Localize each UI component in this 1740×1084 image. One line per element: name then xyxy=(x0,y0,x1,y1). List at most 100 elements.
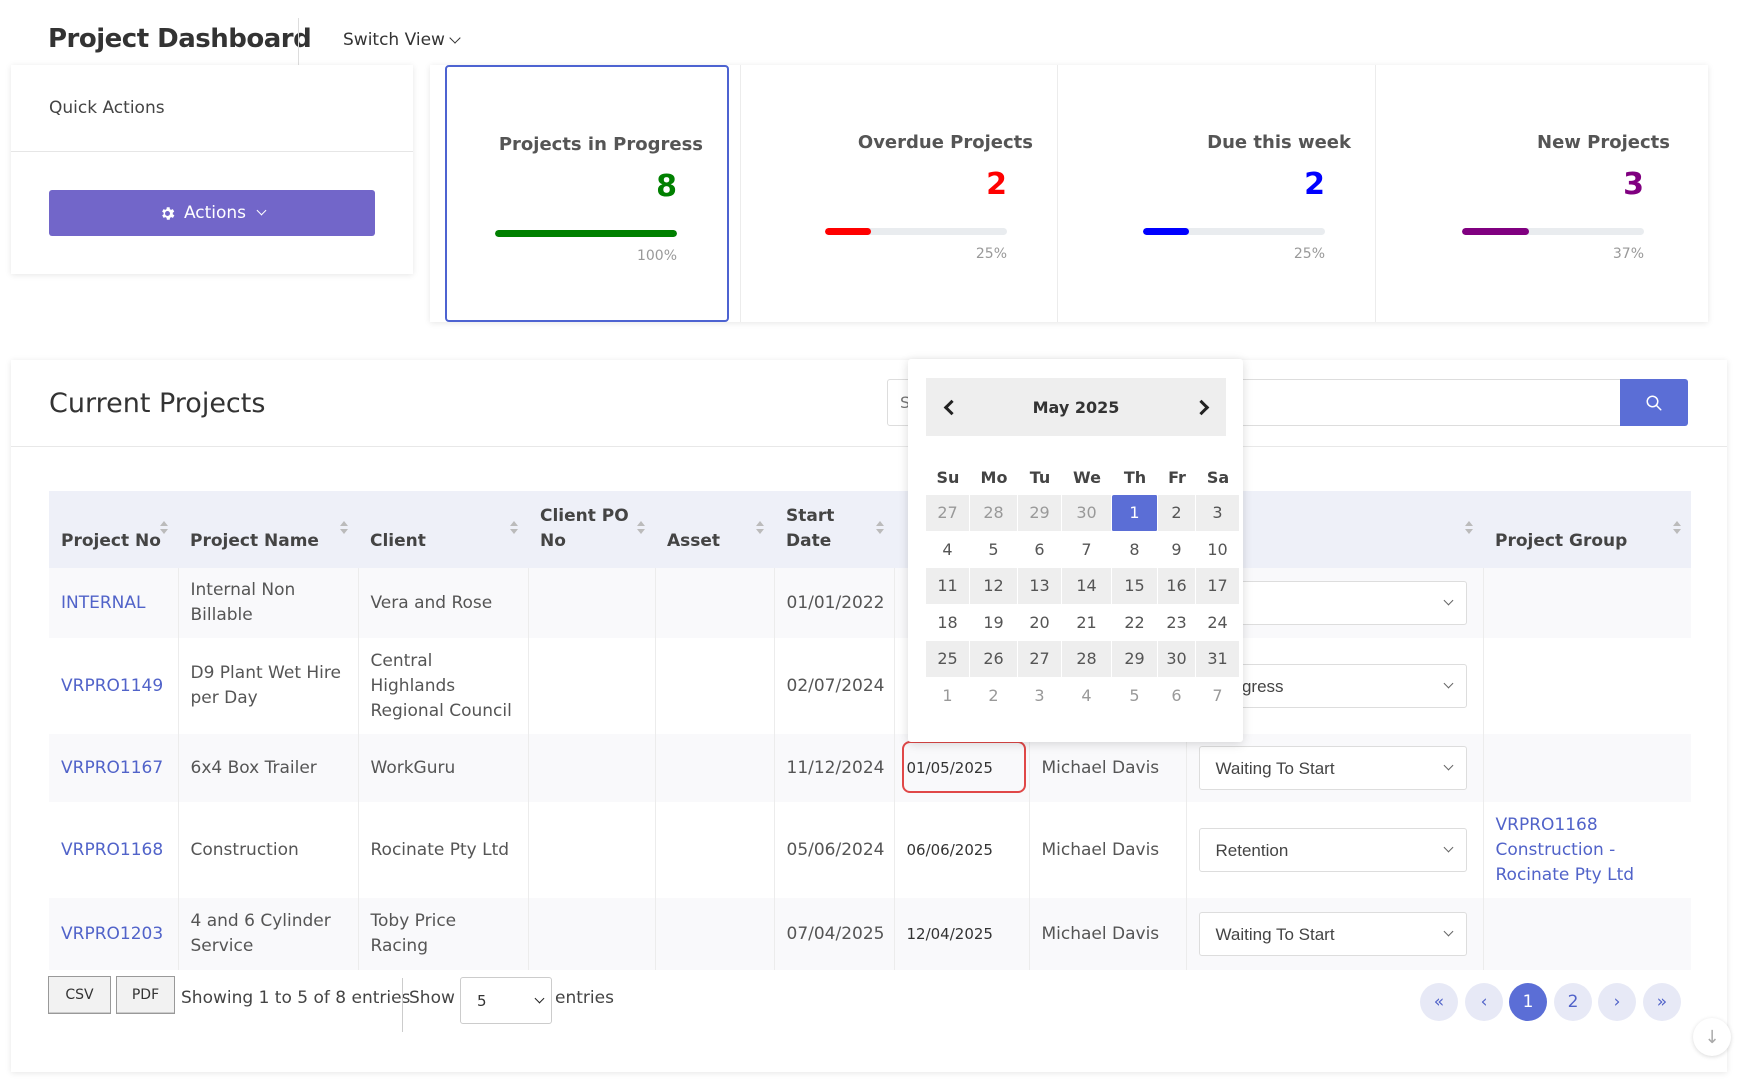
column-header-project-name[interactable]: Project Name xyxy=(178,491,358,568)
header-divider xyxy=(298,18,299,66)
stat-card-projects-in-progress[interactable]: Projects in Progress 8 100% xyxy=(445,65,729,322)
datepicker-day[interactable]: 1 xyxy=(1112,495,1158,532)
project-group-link[interactable]: VRPRO1168 Construction - Rocinate Pty Lt… xyxy=(1495,814,1635,885)
datepicker-day[interactable]: 7 xyxy=(1062,531,1112,568)
datepicker-day[interactable]: 20 xyxy=(1018,604,1062,641)
datepicker-weekday: Tu xyxy=(1029,468,1051,487)
datepicker-day[interactable]: 11 xyxy=(926,568,970,605)
status-select-value: Waiting To Start xyxy=(1215,924,1335,944)
project-no-link[interactable]: VRPRO1168 xyxy=(61,839,164,860)
datepicker-day[interactable]: 2 xyxy=(970,677,1018,714)
project-no-link[interactable]: VRPRO1203 xyxy=(61,923,164,944)
chevron-down-icon xyxy=(256,205,267,216)
datepicker-day[interactable]: 27 xyxy=(926,495,970,532)
column-header-project-group[interactable]: Project Group xyxy=(1483,491,1691,568)
datepicker-day[interactable]: 17 xyxy=(1196,568,1240,605)
datepicker-day[interactable]: 10 xyxy=(1196,531,1240,568)
scroll-down-button[interactable]: ↓ xyxy=(1693,1018,1731,1056)
datepicker-prev-button[interactable] xyxy=(926,378,970,436)
datepicker-day[interactable]: 31 xyxy=(1196,641,1240,678)
table-row: VRPRO1149 D9 Plant Wet Hire per Day Cent… xyxy=(49,638,1691,734)
stats-panel: Projects in Progress 8 100% Overdue Proj… xyxy=(430,65,1708,322)
actions-button[interactable]: Actions xyxy=(49,190,375,236)
datepicker-day[interactable]: 18 xyxy=(926,604,970,641)
datepicker-day[interactable]: 24 xyxy=(1196,604,1240,641)
page-size-select[interactable]: 5 xyxy=(460,977,552,1024)
datepicker-weekday: Th xyxy=(1123,468,1147,487)
status-select[interactable]: Progress xyxy=(1198,664,1467,708)
csv-button[interactable]: CSV xyxy=(48,976,111,1014)
datepicker-day[interactable]: 19 xyxy=(970,604,1018,641)
datepicker-day[interactable]: 5 xyxy=(1112,677,1158,714)
column-header-client-po-no[interactable]: Client PO No xyxy=(528,491,655,568)
stat-value: 3 xyxy=(1623,167,1644,202)
datepicker-day[interactable]: 3 xyxy=(1018,677,1062,714)
due-date-cell[interactable]: 06/06/2025 xyxy=(893,802,1029,898)
page-2-button[interactable]: 2 xyxy=(1554,983,1592,1021)
datepicker-day[interactable]: 22 xyxy=(1112,604,1158,641)
next-page-button[interactable]: › xyxy=(1598,983,1636,1021)
datepicker-day[interactable]: 13 xyxy=(1018,568,1062,605)
column-header-client[interactable]: Client xyxy=(358,491,528,568)
switch-view-dropdown[interactable]: Switch View xyxy=(343,30,461,50)
status-select[interactable]: Waiting To Start xyxy=(1198,746,1467,790)
page-1-button[interactable]: 1 xyxy=(1509,983,1547,1021)
first-page-button[interactable]: « xyxy=(1420,983,1458,1021)
datepicker-day[interactable]: 23 xyxy=(1158,604,1196,641)
prev-page-button[interactable]: ‹ xyxy=(1465,983,1503,1021)
project-no-link[interactable]: VRPRO1149 xyxy=(61,675,164,696)
datepicker-day[interactable]: 30 xyxy=(1062,495,1112,532)
due-date-cell[interactable]: 12/04/2025 xyxy=(893,898,1029,970)
datepicker-day[interactable]: 9 xyxy=(1158,531,1196,568)
status-select-value: Retention xyxy=(1215,840,1289,860)
datepicker-day[interactable]: 28 xyxy=(1062,641,1112,678)
datepicker-day[interactable]: 30 xyxy=(1158,641,1196,678)
pdf-button[interactable]: PDF xyxy=(116,976,175,1014)
stat-card-overdue-projects[interactable]: Overdue Projects 2 25% xyxy=(741,65,1057,322)
stat-card-new-projects[interactable]: New Projects 3 37% xyxy=(1376,65,1694,322)
datepicker-title[interactable]: May 2025 xyxy=(1032,397,1120,417)
datepicker-day[interactable]: 15 xyxy=(1112,568,1158,605)
datepicker-day[interactable]: 4 xyxy=(926,531,970,568)
project-no-link[interactable]: VRPRO1167 xyxy=(61,757,164,778)
column-header-asset[interactable]: Asset xyxy=(655,491,774,568)
datepicker-day[interactable]: 1 xyxy=(926,677,970,714)
entries-label: entries xyxy=(555,988,614,1008)
datepicker-day[interactable]: 27 xyxy=(1018,641,1062,678)
search-button[interactable] xyxy=(1620,379,1688,426)
switch-view-label: Switch View xyxy=(343,30,445,50)
stat-card-due-this-week[interactable]: Due this week 2 25% xyxy=(1058,65,1375,322)
datepicker-day[interactable]: 3 xyxy=(1196,495,1240,532)
datepicker-day[interactable]: 7 xyxy=(1196,677,1240,714)
datepicker-day[interactable]: 8 xyxy=(1112,531,1158,568)
datepicker-day[interactable]: 6 xyxy=(1018,531,1062,568)
datepicker-day[interactable]: 29 xyxy=(1018,495,1062,532)
datepicker-day[interactable]: 6 xyxy=(1158,677,1196,714)
datepicker-day[interactable]: 16 xyxy=(1158,568,1196,605)
start-date-cell: 02/07/2024 xyxy=(773,638,894,734)
status-select[interactable]: Retention xyxy=(1198,828,1467,872)
datepicker-day[interactable]: 14 xyxy=(1062,568,1112,605)
stat-value: 8 xyxy=(656,169,677,204)
datepicker-day[interactable]: 25 xyxy=(926,641,970,678)
column-header-project-no[interactable]: Project No xyxy=(49,491,178,568)
datepicker-day[interactable]: 28 xyxy=(970,495,1018,532)
datepicker-day[interactable]: 4 xyxy=(1062,677,1112,714)
datepicker-weekday: Sa xyxy=(1206,468,1230,487)
datepicker-day[interactable]: 2 xyxy=(1158,495,1196,532)
project-name-cell: 4 and 6 Cylinder Service xyxy=(177,898,358,970)
client-cell: Vera and Rose xyxy=(357,568,528,638)
due-date-input[interactable]: 01/05/2025 xyxy=(893,734,1029,802)
datepicker-next-button[interactable] xyxy=(1182,378,1226,436)
project-name-cell: D9 Plant Wet Hire per Day xyxy=(177,638,358,734)
status-select[interactable]: Waiting To Start xyxy=(1198,912,1467,956)
last-page-button[interactable]: » xyxy=(1643,983,1681,1021)
datepicker-day[interactable]: 5 xyxy=(970,531,1018,568)
datepicker-day[interactable]: 12 xyxy=(970,568,1018,605)
column-header-start-date[interactable]: Start Date xyxy=(774,491,894,568)
datepicker-day[interactable]: 29 xyxy=(1112,641,1158,678)
datepicker-day[interactable]: 26 xyxy=(970,641,1018,678)
asset-cell xyxy=(654,734,774,802)
project-no-link[interactable]: INTERNAL xyxy=(61,592,146,613)
datepicker-day[interactable]: 21 xyxy=(1062,604,1112,641)
